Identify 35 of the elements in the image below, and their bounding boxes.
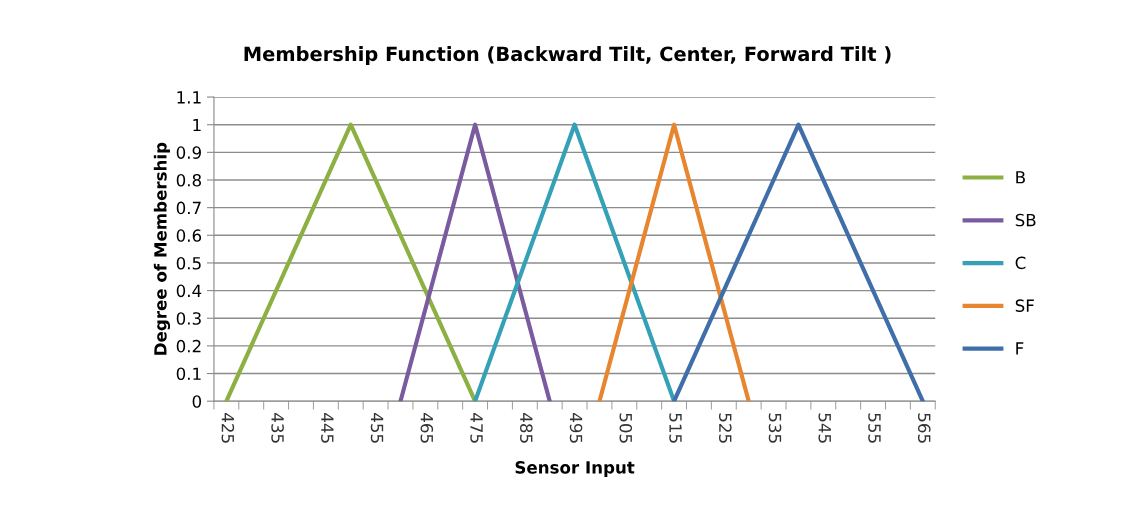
x-tick-label: 555 [868,413,881,443]
x-tick-label: 525 [718,413,732,443]
x-tick-label: 445 [321,413,334,443]
x-tick-label: 425 [221,413,235,443]
y-tick-label: 0.9 [176,146,201,159]
chart-title: Membership Function (Backward Tilt, Center, Forward Tilt ) [244,46,891,65]
y-tick-label: 0.8 [176,173,201,187]
y-axis-title: Degree of Membership [153,142,171,355]
x-tick-label: 435 [271,413,284,443]
y-tick-label: 1.1 [177,91,201,104]
y-tick-label: 0.4 [176,284,202,298]
x-tick-label: 565 [917,413,931,443]
x-tick-label: 535 [768,413,782,443]
y-tick-label: 0.6 [176,229,202,242]
y-tick-label: 0.2 [176,339,201,353]
x-tick-label: 485 [520,413,533,443]
legend-label: SB [1015,213,1036,227]
x-tick-label: 545 [818,413,831,443]
x-tick-label: 465 [420,413,434,443]
legend-label: C [1015,256,1026,270]
legend-label: B [1016,171,1025,184]
x-tick-label: 505 [619,413,633,443]
y-tick-label: 1 [193,118,201,132]
x-tick-label: 475 [470,413,483,443]
legend-label: SF [1015,299,1034,312]
x-tick-label: 515 [669,413,682,443]
y-tick-label: 0 [192,395,202,408]
y-tick-label: 0.7 [176,201,201,215]
legend-label: F [1016,342,1024,355]
y-tick-label: 0.5 [176,256,201,270]
x-axis-title: Sensor Input [515,461,635,477]
y-tick-label: 0.3 [176,312,201,325]
x-tick-label: 455 [370,413,384,443]
x-tick-label: 495 [569,413,583,443]
y-tick-label: 0.1 [176,367,201,381]
